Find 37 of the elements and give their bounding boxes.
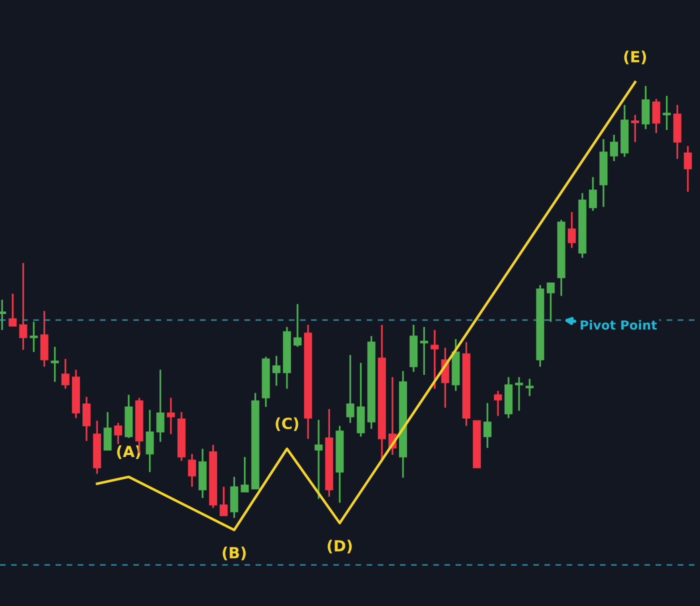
candlestick — [662, 95, 671, 131]
candlestick — [483, 402, 492, 449]
annotation: (C) — [276, 417, 298, 431]
candlestick — [526, 378, 534, 397]
candlestick — [631, 114, 640, 143]
candlestick — [156, 368, 164, 443]
candlestick — [104, 411, 112, 451]
candlestick — [346, 354, 354, 424]
candlestick — [50, 346, 59, 383]
candlestick — [19, 262, 28, 351]
candlestick — [610, 134, 618, 162]
annotation: (D) — [328, 540, 352, 554]
candlestick — [220, 486, 228, 517]
candlestick — [515, 376, 524, 412]
candlestick — [314, 419, 323, 500]
candlestick — [188, 453, 196, 488]
ref-line-label: Pivot Point — [580, 320, 657, 330]
candlestick — [588, 176, 597, 212]
candlestick — [294, 303, 302, 348]
candlestick — [684, 145, 692, 193]
candlestick — [146, 409, 154, 473]
candlestick — [240, 456, 249, 493]
candlestick — [114, 422, 122, 445]
candlestick — [61, 358, 70, 390]
candlestick — [420, 326, 428, 376]
candlestick — [652, 98, 660, 134]
candlestick — [82, 396, 91, 442]
candlestick — [494, 390, 502, 417]
candlestick — [166, 396, 175, 435]
candlestick — [30, 320, 38, 353]
candlestick — [8, 292, 17, 327]
candlestick — [430, 329, 439, 390]
candlestick — [568, 211, 576, 249]
candlestick — [546, 282, 555, 323]
candlestick — [272, 355, 280, 387]
annotation: (E) — [624, 50, 646, 64]
annotation: (B) — [222, 546, 246, 560]
